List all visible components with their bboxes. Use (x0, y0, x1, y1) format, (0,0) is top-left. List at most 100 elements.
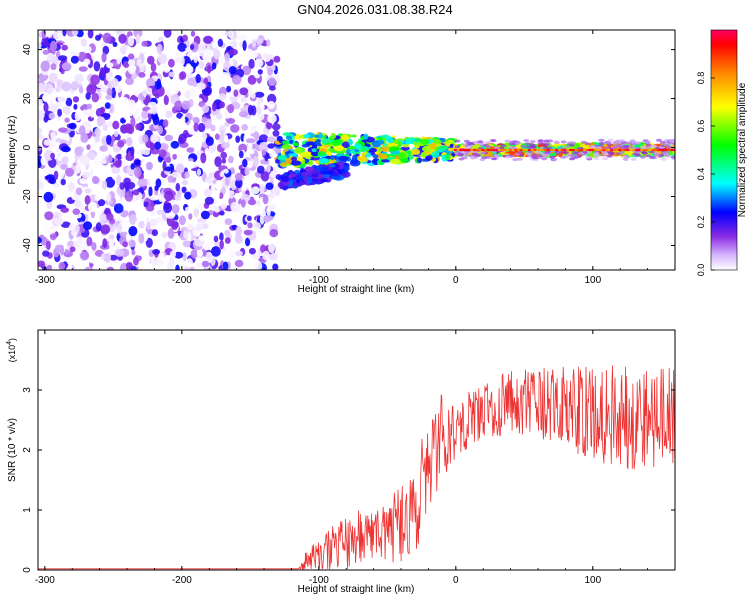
spectrogram-cell (593, 156, 600, 160)
spectrogram-cell (361, 146, 369, 151)
spectrogram-cell (106, 134, 112, 145)
spectrogram-cell (245, 138, 256, 144)
spectrogram-cell (106, 62, 114, 69)
spectrogram-cell (100, 224, 111, 235)
spectrogram-cell (607, 138, 614, 142)
spectrogram-cell (537, 141, 544, 145)
spectrogram-cell (288, 153, 298, 157)
spectrogram-cell (77, 51, 87, 63)
spectrogram-cell (109, 254, 118, 261)
spectrogram-cell (100, 106, 105, 114)
spectrogram-cell (269, 229, 279, 238)
spectrogram-cell (238, 143, 248, 154)
spectrogram-cell (65, 97, 73, 107)
spectrogram-cell (566, 148, 571, 152)
colorbar-label: Normalized spectral amplitude (737, 82, 748, 217)
spectrogram-cell (247, 75, 257, 85)
spectrogram-cell (135, 123, 142, 131)
spectrogram-cell (469, 154, 476, 158)
spectrogram-cell (622, 157, 629, 161)
spectrogram-cell (235, 226, 242, 237)
spectrogram-cell (86, 236, 93, 247)
spectrogram-cell (187, 160, 195, 169)
spectrogram-cell (106, 213, 114, 221)
spectrogram-cell (46, 264, 52, 270)
spectrogram-cell (461, 156, 468, 160)
spectrogram-cell (196, 82, 206, 90)
snr-x-tick-label: -200 (172, 575, 192, 586)
spectrogram-cell (41, 36, 49, 47)
spectrogram-cell (168, 71, 176, 78)
spectrogram-cell (390, 158, 401, 165)
spectrogram-cell (279, 182, 284, 190)
spectrogram-cell (38, 42, 42, 49)
spectrogram-cell (221, 141, 230, 149)
spectrogram-cell (62, 156, 69, 165)
spectrogram-cell (135, 247, 144, 256)
spectrogram-cell (651, 156, 658, 160)
spectrogram-cell (462, 148, 466, 152)
spectrogram-cell (213, 235, 219, 243)
spectrogram-cell (240, 96, 247, 103)
spectrogram-cell (68, 182, 75, 192)
spectrogram-cell (38, 83, 46, 93)
colorbar-tick-label: 0.2 (696, 216, 706, 229)
spectrogram-cell (105, 94, 113, 101)
spectrogram-cell (289, 139, 294, 144)
spectrogram-cell (204, 196, 214, 205)
spectrogram-cell (516, 148, 521, 152)
spectrogram-cell (102, 112, 111, 121)
spectrogram-cell (251, 38, 257, 48)
spectrogram-cell (612, 148, 617, 152)
spectrogram-cell (224, 218, 233, 226)
spectrogram-cell (183, 230, 188, 240)
spectrogram-cell (158, 194, 164, 202)
spectrogram-cell (267, 143, 276, 149)
spectrogram-cell (123, 113, 129, 120)
spectrogram-cell (149, 210, 156, 217)
spectrogram-cell (138, 220, 145, 229)
spectrogram-cell (280, 162, 287, 167)
spectrogram-cell (235, 135, 241, 143)
spectrogram-cell (154, 185, 159, 191)
spectrogram-cell (380, 154, 388, 160)
spectrogram-y-tick-label: -40 (22, 238, 33, 253)
spectrogram-cell (516, 150, 523, 154)
spectrogram-cell (332, 172, 338, 177)
figure-title: GN04.2026.031.08.38.R24 (297, 2, 453, 17)
spectrogram-cell (197, 217, 207, 224)
spectrogram-cell (330, 132, 336, 140)
spectrogram-cell (113, 130, 119, 137)
spectrogram-cell (626, 148, 631, 152)
spectrogram-cell (490, 139, 497, 143)
spectrogram-cell (175, 57, 181, 63)
spectrogram-cell (128, 53, 135, 60)
spectrogram-cell (235, 178, 243, 189)
spectrogram-cell (448, 147, 454, 152)
spectrogram-cell (119, 182, 125, 190)
spectrogram-cell (101, 52, 107, 63)
spectrogram-cell (318, 157, 329, 164)
spectrogram-cell (38, 127, 43, 134)
spectrogram-x-axis: -300 -200 -100 0 100 (35, 30, 676, 286)
spectrogram-cell (60, 207, 69, 213)
spectrogram-cell (79, 178, 88, 185)
spectrogram-cell (42, 94, 50, 102)
spectrogram-cell (605, 141, 612, 145)
spectrogram-cell (525, 152, 532, 156)
spectrogram-cell (504, 139, 511, 143)
spectrogram-cell (258, 30, 267, 37)
spectrogram-cell (196, 168, 202, 176)
spectrogram-cell (417, 157, 422, 164)
spectrogram-cell (626, 141, 633, 145)
spectrogram-cell (454, 145, 461, 149)
spectrogram-cell (74, 73, 84, 84)
spectrogram-cell (340, 134, 350, 141)
spectrogram-cell (53, 170, 59, 180)
spectrogram-cell (311, 173, 319, 178)
spectrogram-cell (598, 138, 605, 142)
spectrogram-cell (141, 161, 147, 172)
spectrogram-cell (91, 92, 100, 103)
spectrogram-cell (106, 88, 113, 96)
spectrogram-cell (121, 149, 126, 160)
